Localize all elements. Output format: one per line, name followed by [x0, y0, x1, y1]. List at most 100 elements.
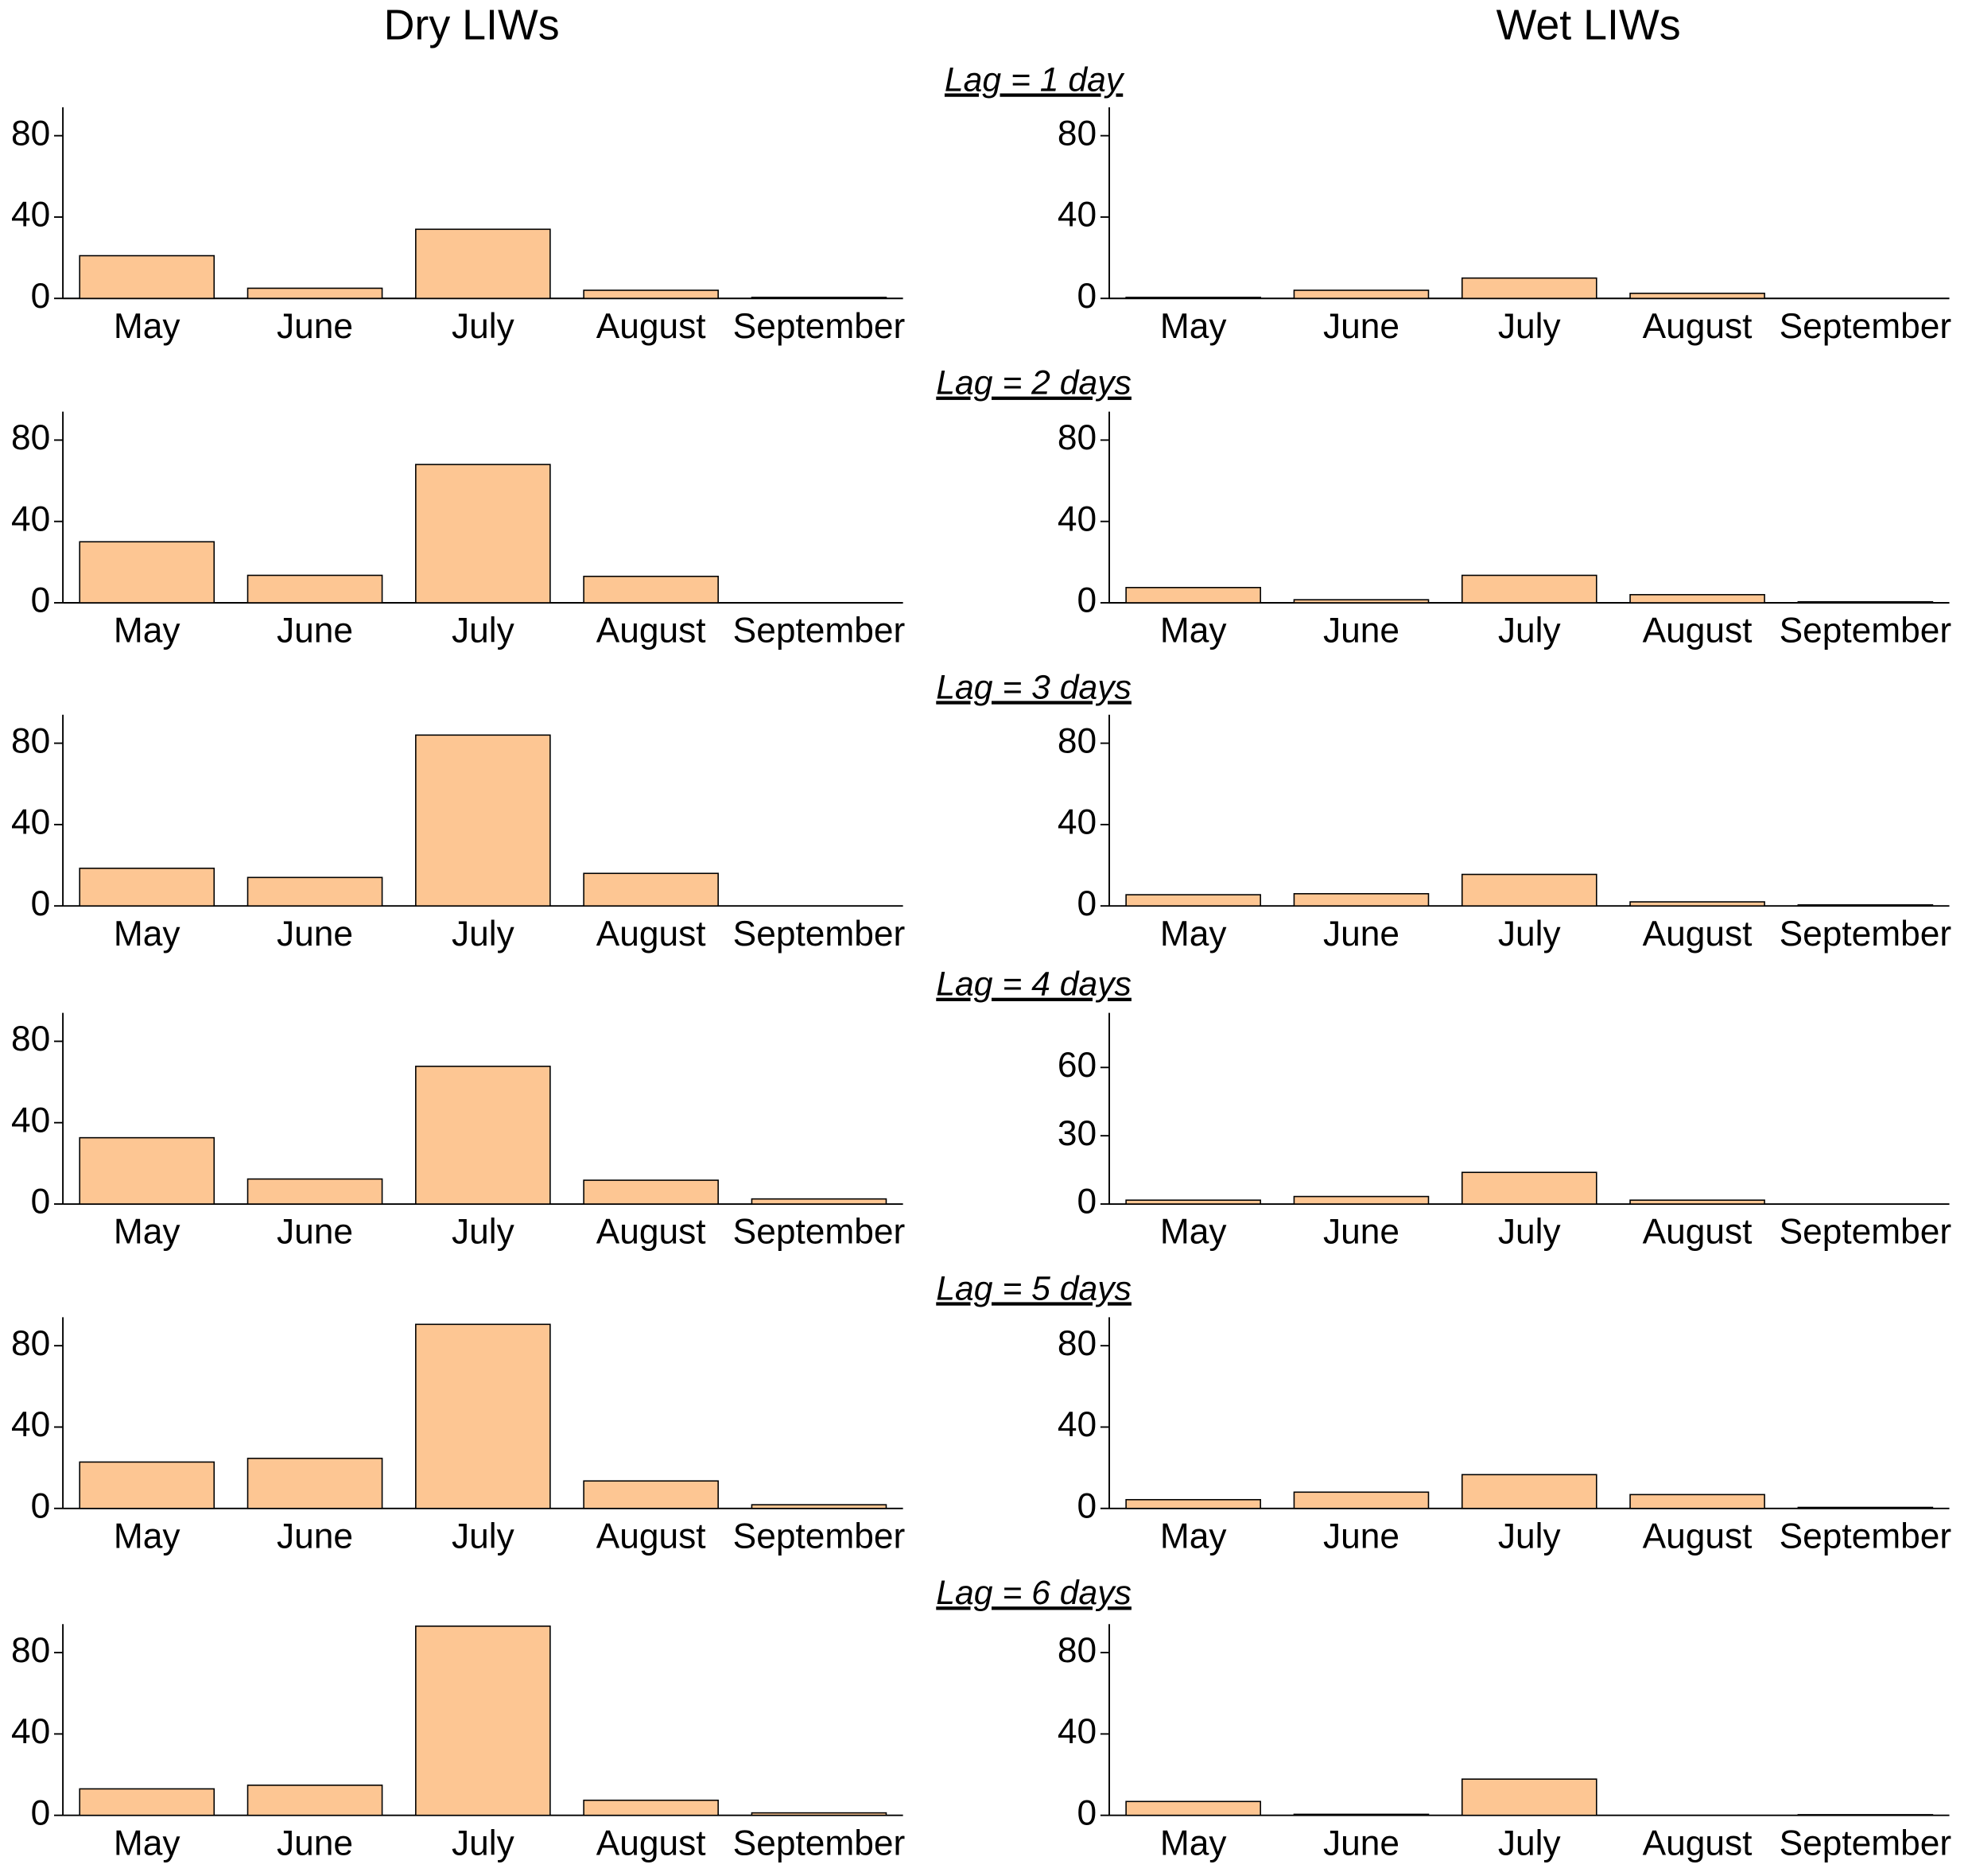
y-tick-label: 0 [1077, 884, 1097, 923]
bar [1629, 293, 1765, 300]
x-tick-label: September [733, 1824, 906, 1862]
bar [246, 1785, 383, 1816]
lag-title: Lag = 1 day [945, 60, 1125, 99]
bar [246, 574, 383, 604]
y-tick-label: 0 [31, 884, 51, 923]
x-tick-label: July [1498, 307, 1562, 346]
y-tick-label: 0 [31, 1486, 51, 1525]
x-tick-label: May [114, 612, 181, 651]
bar [1797, 1814, 1934, 1816]
bar [1629, 1199, 1765, 1205]
x-tick-label: May [114, 1213, 181, 1252]
lag-title: Lag = 3 days [936, 668, 1132, 706]
x-tick-label: August [1643, 1213, 1753, 1252]
x-tick-label: June [1323, 1824, 1399, 1862]
lag-title: Lag = 6 days [936, 1574, 1132, 1612]
bar [751, 1504, 887, 1509]
bar [1125, 587, 1261, 604]
y-tick-label: 0 [31, 277, 51, 316]
x-tick-label: June [277, 1213, 353, 1252]
y-tick-label: 60 [1058, 1046, 1097, 1085]
x-tick-label: June [277, 915, 353, 954]
x-tick-label: June [277, 1824, 353, 1862]
bar [583, 289, 719, 300]
x-tick-label: July [1498, 1213, 1562, 1252]
bar [1461, 1474, 1597, 1509]
x-tick-label: May [114, 1517, 181, 1556]
x-tick-label: September [733, 1517, 906, 1556]
x-tick-label: July [452, 1517, 515, 1556]
y-tick-label: 40 [1058, 803, 1097, 842]
bar [415, 1625, 551, 1816]
x-tick-label: July [1498, 1824, 1562, 1862]
x-tick-label: September [733, 612, 906, 651]
x-tick-label: September [1780, 1213, 1952, 1252]
x-tick-label: July [452, 612, 515, 651]
bar [79, 1136, 215, 1205]
bar [1797, 904, 1934, 907]
y-tick-label: 0 [1077, 1183, 1097, 1222]
bar [1461, 1778, 1597, 1816]
x-tick-label: August [1643, 1824, 1753, 1862]
bar [1461, 873, 1597, 907]
y-tick-label: 40 [11, 1712, 50, 1751]
x-tick-label: July [452, 1213, 515, 1252]
y-tick-label: 40 [11, 499, 50, 538]
bar [79, 1461, 215, 1509]
y-tick-label: 40 [11, 196, 50, 235]
x-tick-label: August [1643, 307, 1753, 346]
y-tick-label: 0 [31, 1183, 51, 1222]
x-tick-label: May [114, 1824, 181, 1862]
y-tick-label: 80 [1058, 1324, 1097, 1363]
bar [1461, 1171, 1597, 1205]
x-tick-label: June [1323, 612, 1399, 651]
bar [79, 541, 215, 604]
bar [79, 1788, 215, 1816]
x-tick-label: July [452, 307, 515, 346]
x-tick-label: August [1643, 915, 1753, 954]
x-tick-label: June [1323, 1213, 1399, 1252]
y-tick-label: 80 [11, 1631, 50, 1670]
bar [1125, 1498, 1261, 1509]
bar [1293, 1813, 1430, 1816]
x-tick-label: May [1160, 307, 1227, 346]
bar [79, 254, 215, 300]
y-tick-label: 0 [31, 1793, 51, 1832]
column-title: Wet LIWs [1496, 1, 1681, 49]
x-tick-label: September [733, 915, 906, 954]
y-tick-label: 80 [11, 1324, 50, 1363]
x-tick-label: August [1643, 1517, 1753, 1556]
x-tick-label: September [1780, 307, 1952, 346]
y-tick-label: 80 [1058, 418, 1097, 457]
bar [1629, 1493, 1765, 1509]
x-tick-label: May [1160, 1517, 1227, 1556]
y-tick-label: 80 [11, 418, 50, 457]
x-tick-label: September [733, 307, 906, 346]
bar [1125, 1800, 1261, 1816]
y-tick-label: 40 [1058, 1405, 1097, 1444]
y-tick-label: 80 [1058, 721, 1097, 760]
bar [1293, 599, 1430, 604]
x-tick-label: July [1498, 1517, 1562, 1556]
x-tick-label: May [114, 307, 181, 346]
bar [1797, 1506, 1934, 1509]
bar [1293, 893, 1430, 907]
x-tick-label: May [1160, 1824, 1227, 1862]
lag-title: Lag = 4 days [936, 965, 1132, 1004]
bar [1629, 593, 1765, 604]
bar [1125, 894, 1261, 907]
bar [415, 734, 551, 907]
x-tick-label: August [596, 1517, 706, 1556]
x-tick-label: June [277, 1517, 353, 1556]
y-tick-label: 40 [1058, 1712, 1097, 1751]
bar [246, 287, 383, 300]
x-tick-label: September [1780, 612, 1952, 651]
x-tick-label: June [1323, 307, 1399, 346]
bar [246, 1178, 383, 1205]
bar [583, 575, 719, 604]
y-tick-label: 80 [1058, 114, 1097, 153]
bar [1293, 1195, 1430, 1205]
bar [415, 464, 551, 604]
x-tick-label: September [1780, 1824, 1952, 1862]
x-tick-label: May [1160, 1213, 1227, 1252]
